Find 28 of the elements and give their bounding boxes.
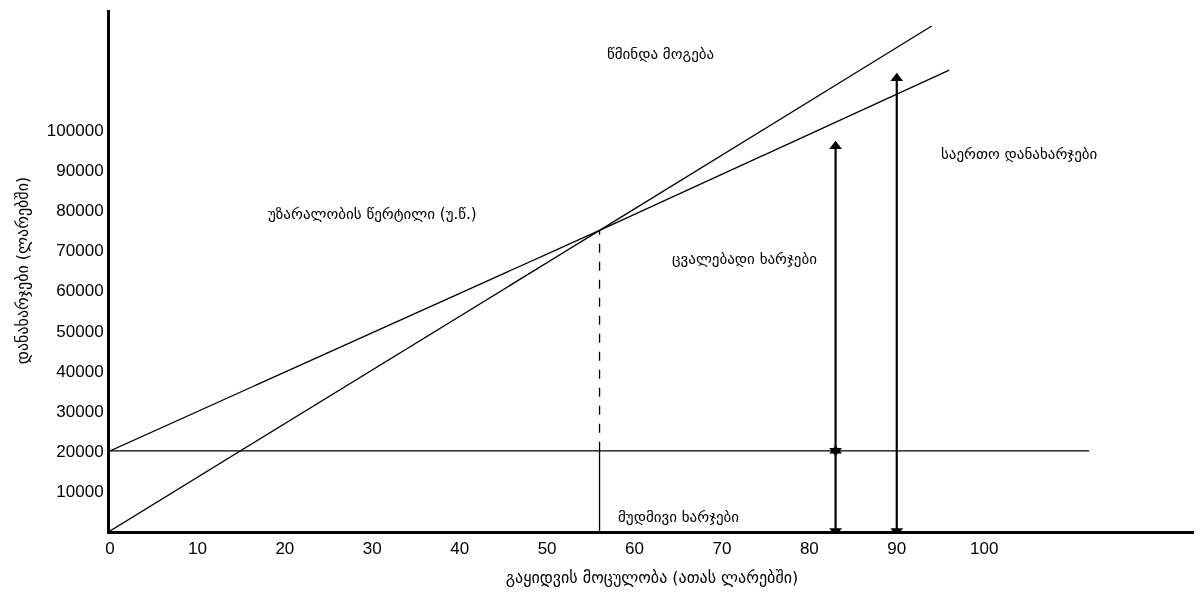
y-tick-label: 20000 bbox=[56, 441, 104, 461]
x-axis-title: გაყიდვის მოცულობა (ათას ლარებში) bbox=[505, 568, 799, 588]
annotation: მუდმივი ხარჯები bbox=[618, 508, 740, 526]
y-axis-title: დანახარჯები (ლარებში) bbox=[12, 176, 32, 365]
x-tick-label: 70 bbox=[712, 539, 732, 559]
y-tick-label: 10000 bbox=[56, 481, 104, 501]
annotation: ცვალებადი ხარჯები bbox=[672, 250, 818, 268]
annotation: უზარალობის წერტილი (უ.წ.) bbox=[268, 205, 477, 223]
y-tick-label: 70000 bbox=[56, 241, 104, 261]
y-tick-label: 80000 bbox=[56, 201, 104, 221]
annotation: წმინდა მოგება bbox=[607, 45, 715, 63]
x-tick-label: 60 bbox=[625, 539, 644, 559]
x-tick-label: 100 bbox=[970, 539, 999, 559]
y-tick-label: 30000 bbox=[56, 401, 104, 421]
y-tick-label: 40000 bbox=[56, 361, 104, 381]
x-tick-label: 40 bbox=[450, 539, 470, 559]
y-tick-label: 100000 bbox=[46, 121, 104, 141]
x-tick-label: 50 bbox=[537, 539, 557, 559]
x-tick-label: 10 bbox=[187, 539, 207, 559]
x-tick-label: 90 bbox=[887, 539, 907, 559]
y-tick-label: 50000 bbox=[56, 321, 104, 341]
y-tick-label: 60000 bbox=[56, 281, 104, 301]
x-tick-label: 80 bbox=[799, 539, 819, 559]
annotation: საერთო დანახარჯები bbox=[941, 145, 1098, 163]
y-tick-label: 90000 bbox=[56, 161, 104, 181]
x-tick-label: 30 bbox=[362, 539, 382, 559]
x-tick-label: 0 bbox=[105, 539, 115, 559]
x-tick-label: 20 bbox=[275, 539, 295, 559]
